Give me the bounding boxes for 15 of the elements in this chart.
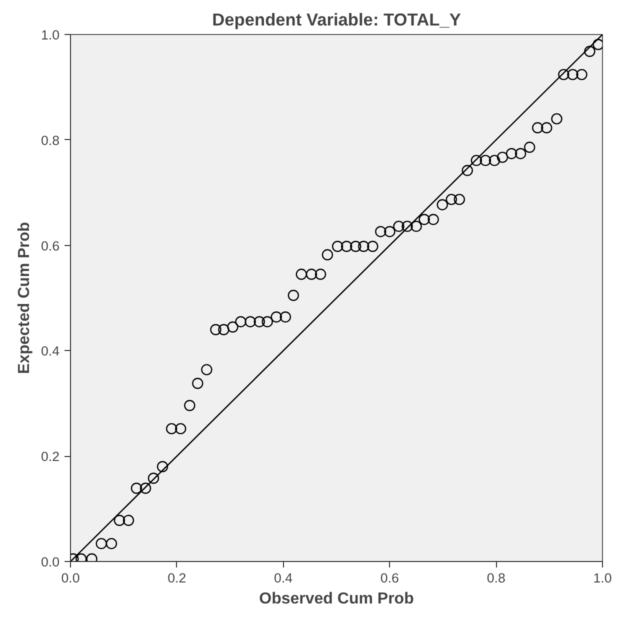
y-tick-label: 1.0 xyxy=(40,28,60,42)
y-tick-label: 0.6 xyxy=(40,238,60,254)
chart-title: Dependent Variable: TOTAL_Y xyxy=(212,10,462,30)
x-tick-label: 0.0 xyxy=(61,570,80,586)
x-tick-label: 0.4 xyxy=(274,570,294,586)
y-tick-label: 0.2 xyxy=(40,449,60,464)
y-tick-label: 0.0 xyxy=(40,554,60,570)
y-tick-label: 0.4 xyxy=(40,344,60,359)
y-tick-label: 0.8 xyxy=(40,132,60,148)
x-tick-label: 0.2 xyxy=(168,570,186,586)
x-tick-label: 1.0 xyxy=(593,570,612,586)
x-tick-label: 0.8 xyxy=(486,570,506,586)
x-axis-title: Observed Cum Prob xyxy=(259,590,414,608)
y-axis-title: Expected Cum Prob xyxy=(16,222,33,374)
x-tick-label: 0.6 xyxy=(380,570,399,586)
